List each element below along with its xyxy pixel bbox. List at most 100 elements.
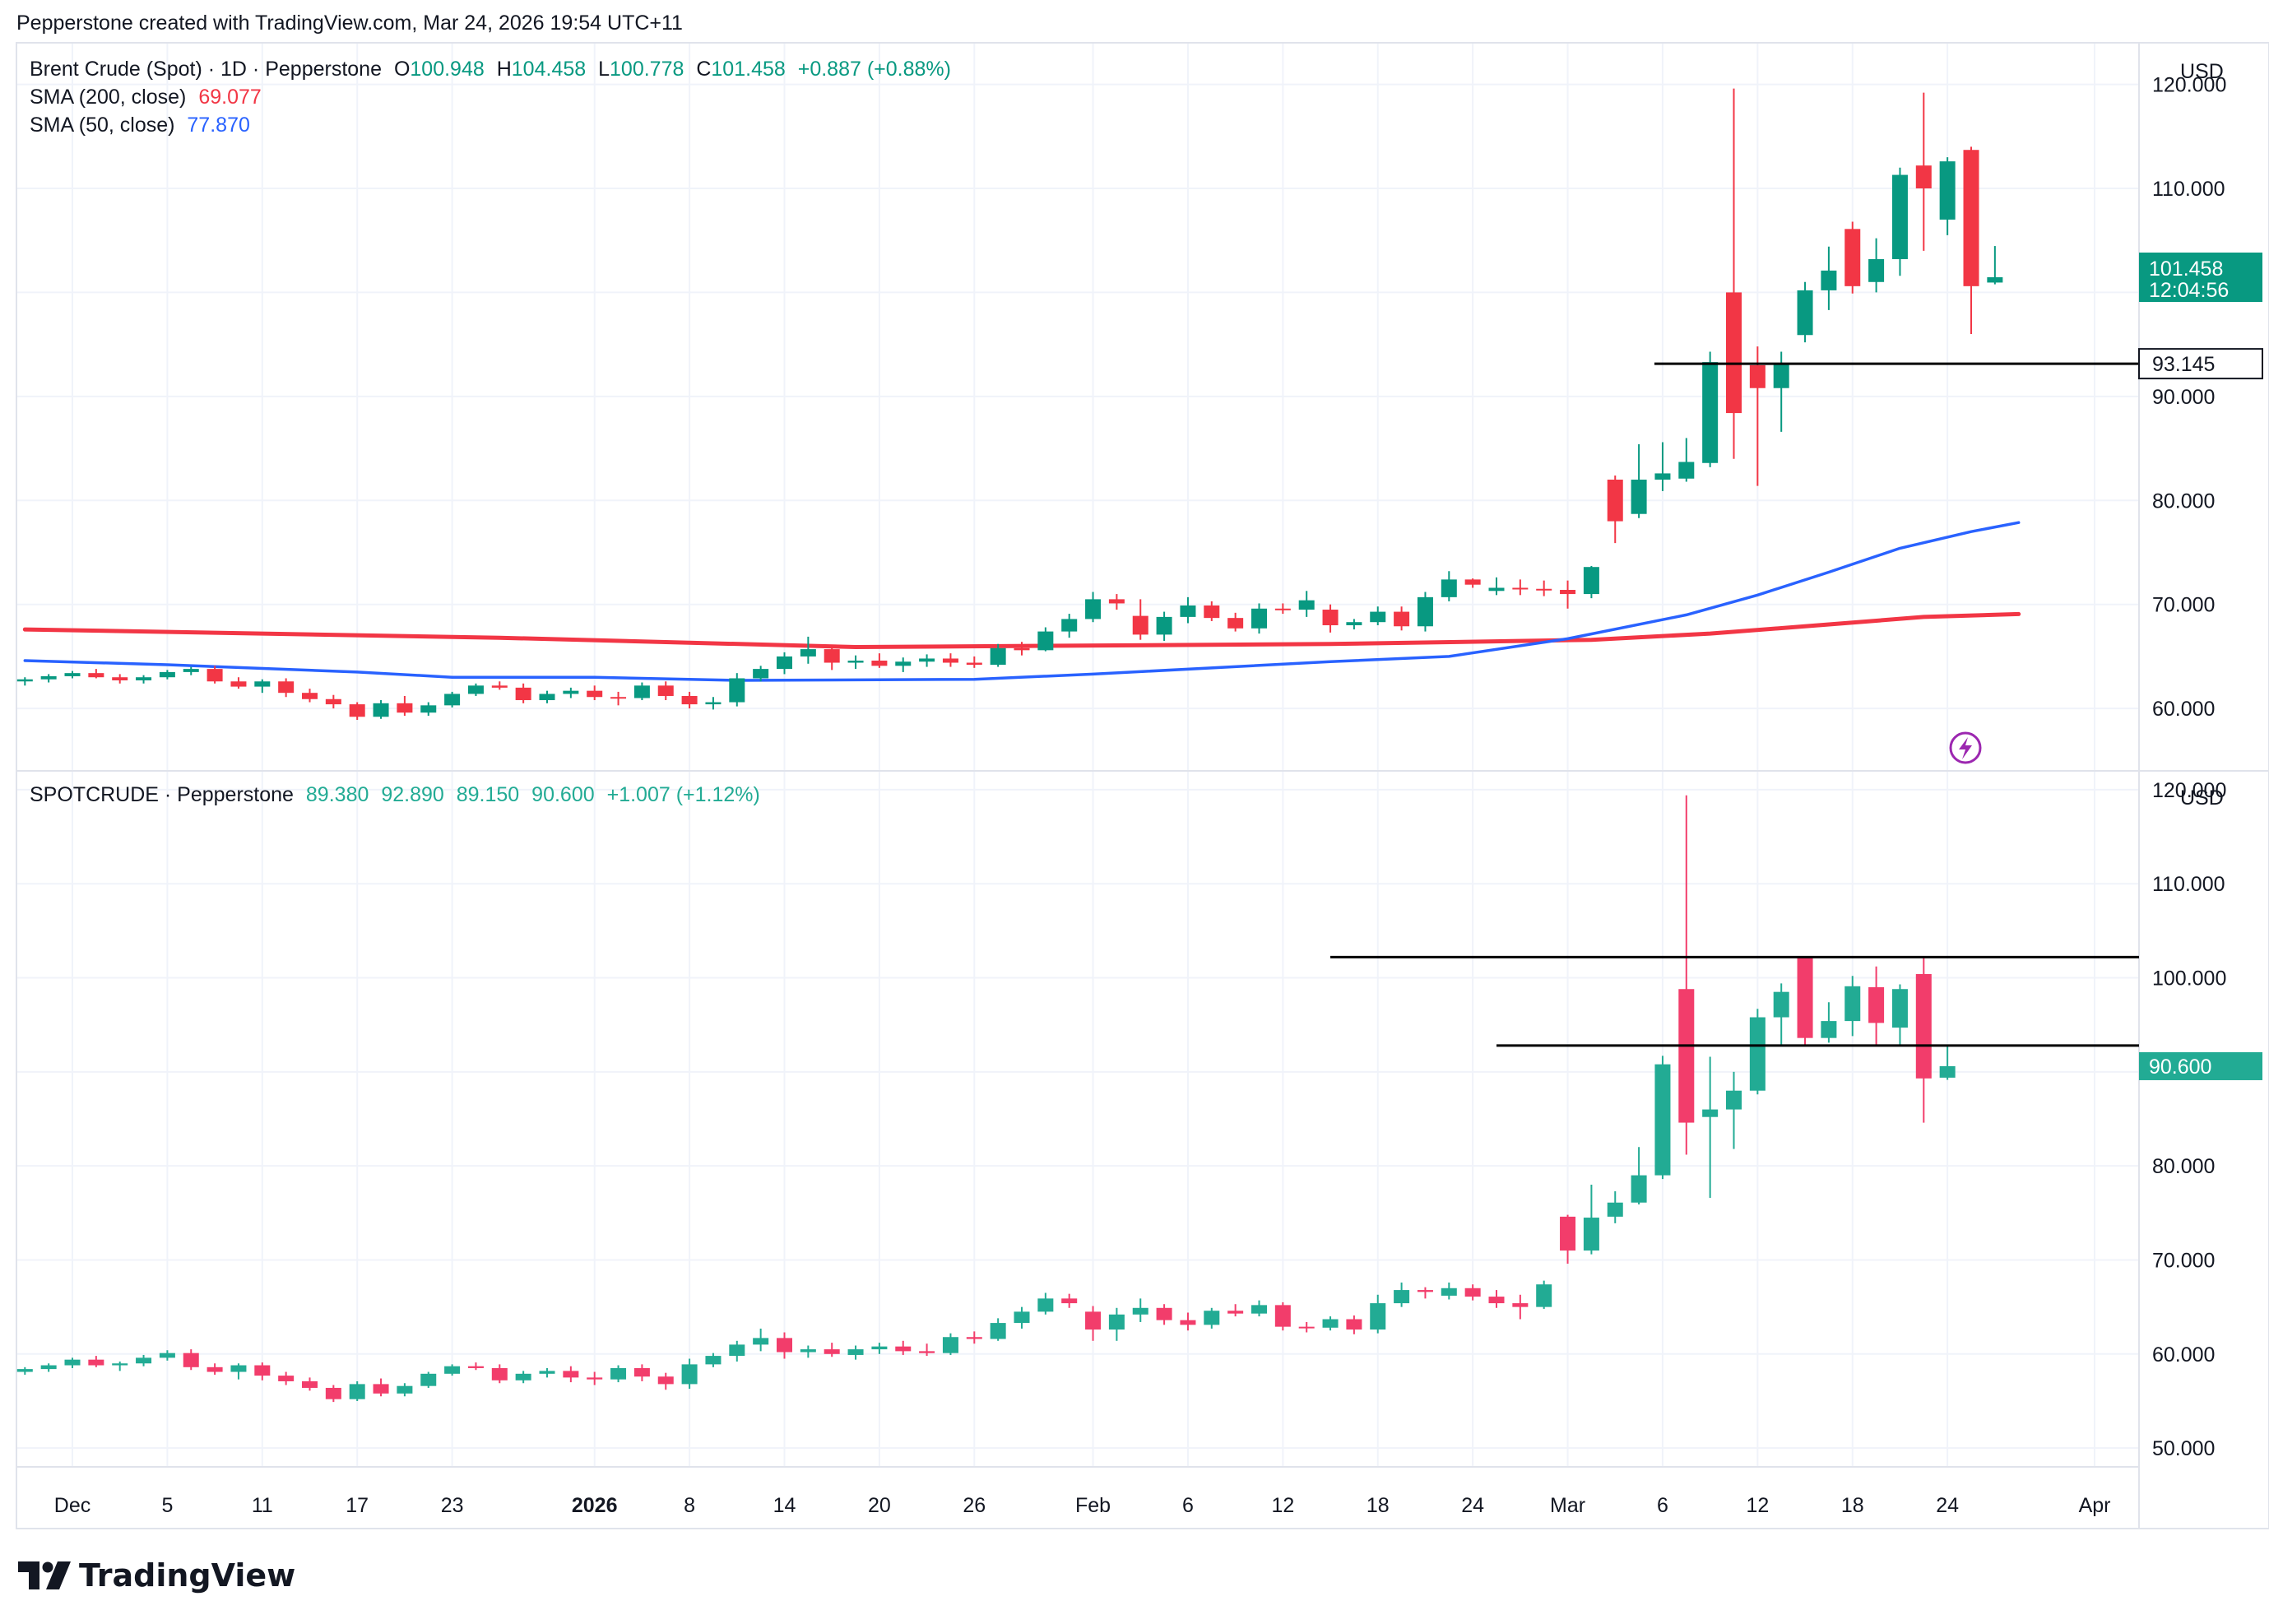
candle[interactable] <box>1631 444 1647 518</box>
candle[interactable] <box>420 1371 437 1388</box>
candle[interactable] <box>491 1364 508 1384</box>
candle[interactable] <box>1560 1214 1576 1264</box>
candle[interactable] <box>1251 1300 1267 1317</box>
candle[interactable] <box>681 1358 698 1390</box>
candle[interactable] <box>942 653 958 667</box>
candle[interactable] <box>1464 578 1481 588</box>
candle[interactable] <box>800 636 816 664</box>
candle[interactable] <box>1583 565 1599 599</box>
candle[interactable] <box>633 1364 650 1381</box>
candle[interactable] <box>563 1366 579 1383</box>
candle[interactable] <box>112 674 128 684</box>
candle[interactable] <box>254 1362 271 1380</box>
candle[interactable] <box>16 677 33 686</box>
candle[interactable] <box>1678 438 1695 482</box>
candle[interactable] <box>1464 1284 1481 1301</box>
candle[interactable] <box>1037 1292 1054 1315</box>
candle[interactable] <box>1014 642 1030 656</box>
candle[interactable] <box>1987 246 2003 285</box>
candle[interactable] <box>1678 795 1695 1155</box>
candle[interactable] <box>206 1363 223 1375</box>
candle[interactable] <box>444 691 461 708</box>
candle[interactable] <box>325 1385 341 1403</box>
candle[interactable] <box>539 1367 555 1378</box>
candle[interactable] <box>1702 351 1719 467</box>
candle[interactable] <box>64 670 81 679</box>
candle[interactable] <box>1085 1306 1102 1341</box>
candle[interactable] <box>515 683 531 703</box>
candle[interactable] <box>515 1371 531 1384</box>
candle[interactable] <box>1417 592 1433 632</box>
candle[interactable] <box>1251 603 1267 634</box>
top-currency-label[interactable]: USD <box>2180 60 2224 83</box>
candle[interactable] <box>1061 614 1078 638</box>
candle[interactable] <box>681 691 698 709</box>
candle[interactable] <box>1322 604 1339 633</box>
candle[interactable] <box>1512 1294 1529 1320</box>
candle[interactable] <box>1488 577 1505 596</box>
candle[interactable] <box>112 1361 128 1371</box>
candle[interactable] <box>539 690 555 703</box>
candle[interactable] <box>349 1380 365 1401</box>
candle[interactable] <box>777 1332 792 1359</box>
candle[interactable] <box>919 1343 935 1357</box>
candle[interactable] <box>895 1340 912 1355</box>
candle[interactable] <box>1298 1321 1315 1333</box>
sma-200-legend[interactable]: SMA (200, close) 69.077 <box>30 86 268 109</box>
candle[interactable] <box>847 655 864 670</box>
candle[interactable] <box>1631 1147 1647 1205</box>
candle[interactable] <box>278 1371 295 1385</box>
candle[interactable] <box>657 1372 674 1390</box>
candle[interactable] <box>657 681 674 701</box>
candle[interactable] <box>587 1371 603 1385</box>
candle[interactable] <box>1417 1287 1433 1299</box>
candle[interactable] <box>1891 167 1908 276</box>
candle[interactable] <box>1939 1044 1956 1080</box>
candle[interactable] <box>1797 957 1813 1046</box>
candle[interactable] <box>753 1328 769 1352</box>
candle[interactable] <box>325 694 341 709</box>
candle[interactable] <box>1370 1294 1386 1334</box>
candle[interactable] <box>1346 619 1362 630</box>
candle[interactable] <box>1274 603 1291 615</box>
candle[interactable] <box>966 1331 982 1344</box>
candle[interactable] <box>1726 88 1742 459</box>
candle[interactable] <box>895 657 912 672</box>
candle[interactable] <box>729 673 745 707</box>
candle[interactable] <box>1891 984 1908 1046</box>
candle[interactable] <box>1180 596 1196 624</box>
candle[interactable] <box>1821 246 1837 310</box>
top-legend-main[interactable]: Brent Crude (Spot) · 1D · Pepperstone O1… <box>30 58 958 81</box>
candle[interactable] <box>1227 1304 1244 1317</box>
candle[interactable] <box>705 697 722 710</box>
candle[interactable] <box>942 1333 958 1355</box>
candle[interactable] <box>1156 1304 1172 1325</box>
candle[interactable] <box>397 1383 413 1397</box>
candle[interactable] <box>990 1318 1006 1341</box>
candle[interactable] <box>1394 1282 1410 1307</box>
candle[interactable] <box>919 654 935 667</box>
candle[interactable] <box>1204 1307 1220 1329</box>
candle[interactable] <box>491 681 508 690</box>
top-symbol-title[interactable]: Brent Crude (Spot) · 1D · Pepperstone <box>30 58 382 81</box>
candle[interactable] <box>1536 1280 1552 1309</box>
candle[interactable] <box>1132 1298 1148 1322</box>
candle[interactable] <box>278 678 295 698</box>
candle[interactable] <box>136 1354 152 1366</box>
candle[interactable] <box>871 653 888 668</box>
lightning-icon[interactable] <box>1949 731 1982 764</box>
candle[interactable] <box>183 1349 199 1371</box>
candle[interactable] <box>1180 1312 1196 1331</box>
candle[interactable] <box>88 1356 104 1367</box>
candle[interactable] <box>1749 346 1766 486</box>
candle[interactable] <box>1298 591 1315 617</box>
candle[interactable] <box>1156 611 1172 641</box>
candle[interactable] <box>1346 1315 1362 1334</box>
candle[interactable] <box>1844 976 1861 1037</box>
candle[interactable] <box>254 679 271 694</box>
bottom-symbol-title[interactable]: SPOTCRUDE · Pepperstone <box>30 783 294 806</box>
candle[interactable] <box>1227 612 1244 632</box>
candle[interactable] <box>64 1357 81 1368</box>
candle[interactable] <box>302 1377 318 1391</box>
candle[interactable] <box>1014 1306 1030 1329</box>
